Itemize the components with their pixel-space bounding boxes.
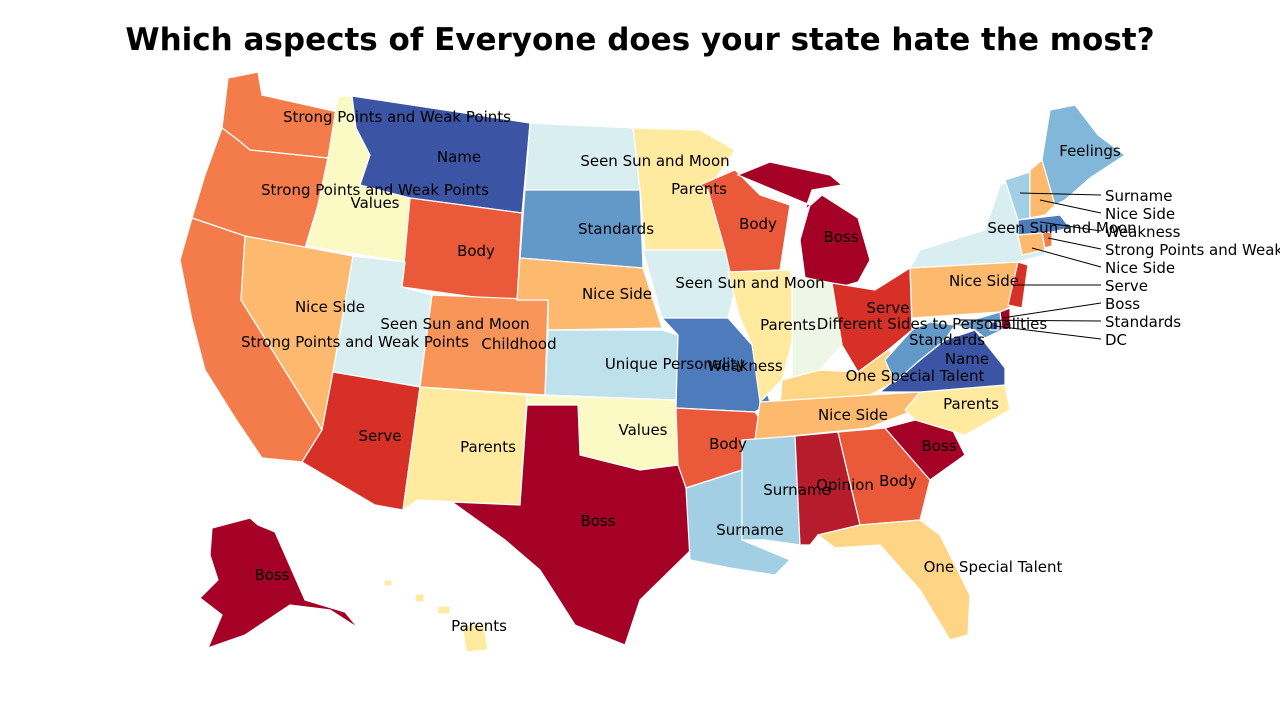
state-oh xyxy=(831,266,913,373)
state-me xyxy=(1041,104,1127,206)
state-label-wa: Strong Points and Weak Points xyxy=(283,108,511,126)
state-in xyxy=(791,274,843,381)
state-label-ia: Seen Sun and Moon xyxy=(675,274,824,292)
map-title: Which aspects of Everyone does your stat… xyxy=(125,22,1155,58)
state-label-me: Feelings xyxy=(1059,142,1121,160)
state-label-hi: Parents xyxy=(451,617,507,635)
state-label-wv: Standards xyxy=(909,331,985,349)
state-mi xyxy=(736,161,871,291)
callout-label-0: Surname xyxy=(1105,187,1172,205)
state-label-fl: One Special Talent xyxy=(924,558,1063,576)
callout-leader-6 xyxy=(1001,302,1102,319)
state-label-wi: Body xyxy=(739,215,777,233)
state-dc xyxy=(989,321,999,331)
state-ma xyxy=(1017,214,1072,236)
state-label-az: Serve xyxy=(358,427,401,445)
callout-label-3: Strong Points and Weak Points xyxy=(1105,241,1280,259)
state-label-va: Name xyxy=(945,350,989,368)
state-label-ca: Strong Points and Weak Points xyxy=(241,333,469,351)
state-label-nm: Parents xyxy=(460,438,516,456)
state-labels: Strong Points and Weak Points Strong Poin… xyxy=(241,108,1137,635)
state-label-id: Values xyxy=(350,194,399,212)
state-label-mo: Weakness xyxy=(707,357,783,375)
callout-leader-7 xyxy=(959,319,1102,322)
state-label-il: Parents xyxy=(760,316,816,334)
state-label-ne: Nice Side xyxy=(582,285,652,303)
state-or xyxy=(191,127,329,249)
state-il xyxy=(727,269,796,404)
callout-label-6: Boss xyxy=(1105,295,1140,313)
state-ak xyxy=(199,517,359,650)
state-label-sc: Boss xyxy=(921,437,956,455)
callout-leader-3 xyxy=(1047,237,1102,250)
callout-leader-lines xyxy=(959,192,1102,340)
state-label-ga: Body xyxy=(879,472,917,490)
state-label-sd: Standards xyxy=(578,220,654,238)
state-label-nv: Nice Side xyxy=(295,298,365,316)
state-label-tx: Boss xyxy=(580,512,615,530)
state-label-tn: Nice Side xyxy=(818,406,888,424)
state-label-ok: Values xyxy=(618,421,667,439)
state-label-ak: Boss xyxy=(254,566,289,584)
callout-leader-0 xyxy=(1019,192,1102,196)
state-label-ks: Unique Personality xyxy=(605,355,745,373)
state-wv xyxy=(884,321,957,383)
state-label-mt: Name xyxy=(437,148,481,166)
state-ga xyxy=(837,427,931,526)
state-label-mi: Boss xyxy=(823,228,858,246)
state-label-wy: Body xyxy=(457,242,495,260)
callout-leader-2 xyxy=(1039,221,1102,232)
state-label-ms: Surname xyxy=(763,481,830,499)
callout-label-1: Nice Side xyxy=(1105,205,1175,223)
state-sc xyxy=(883,419,966,481)
callout-label-5: Serve xyxy=(1105,277,1148,295)
state-label-ut: Seen Sun and Moon xyxy=(380,315,529,333)
state-label-oh: Serve xyxy=(866,299,909,317)
state-label-la: Surname xyxy=(716,521,783,539)
callout-label-8: DC xyxy=(1105,331,1127,349)
state-label-ny: Seen Sun and Moon xyxy=(987,219,1136,237)
state-ms xyxy=(741,435,801,546)
callout-label-2: Weakness xyxy=(1105,223,1181,241)
state-label-ky: One Special Talent xyxy=(846,367,985,385)
callout-label-7: Standards xyxy=(1105,313,1181,331)
states-layer xyxy=(179,71,1127,653)
state-label-nd: Seen Sun and Moon xyxy=(580,152,729,170)
state-label-al: Opinion xyxy=(816,476,874,494)
state-md xyxy=(952,311,1003,339)
state-label-or: Strong Points and Weak Points xyxy=(261,181,489,199)
state-label-nc: Parents xyxy=(943,395,999,413)
callout-leader-1 xyxy=(1039,199,1102,214)
state-fl xyxy=(816,519,971,641)
state-label-in: Different Sides to Personalities xyxy=(817,315,1048,333)
callout-leader-8 xyxy=(994,325,1102,340)
callout-label-4: Nice Side xyxy=(1105,259,1175,277)
state-nh xyxy=(1029,158,1056,219)
state-hi xyxy=(383,579,489,653)
state-label-pa: Nice Side xyxy=(949,272,1019,290)
state-tx xyxy=(450,404,697,646)
state-label-ar: Body xyxy=(709,435,747,453)
callout-leader-4 xyxy=(1031,247,1102,268)
state-label-co: Childhood xyxy=(481,335,556,353)
state-label-mn: Parents xyxy=(671,180,727,198)
